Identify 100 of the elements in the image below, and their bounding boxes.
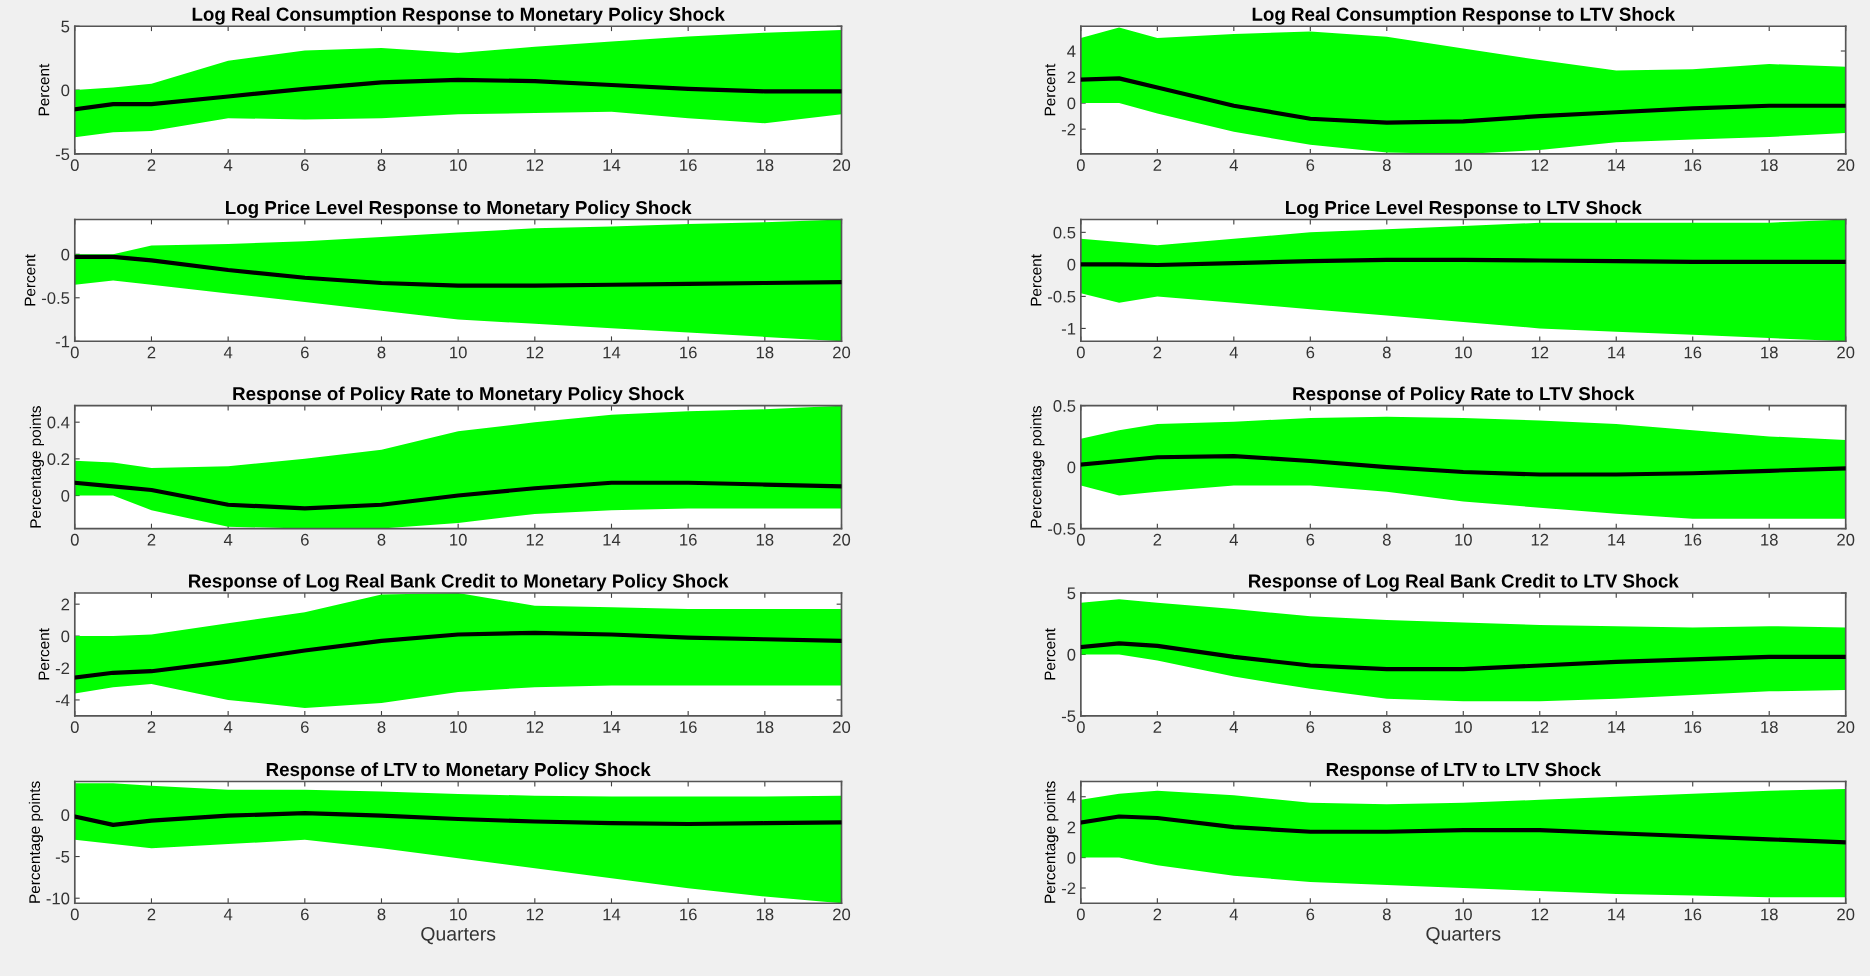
chart-title: Response of LTV to LTV Shock bbox=[1326, 762, 1601, 780]
x-tick-label: 10 bbox=[1455, 159, 1472, 172]
x-tick-label: 4 bbox=[223, 908, 233, 921]
y-tick-label: -0.5 bbox=[1048, 522, 1076, 535]
x-tick-label: 18 bbox=[1761, 346, 1778, 359]
x-tick-label: 2 bbox=[147, 721, 156, 733]
x-tick-label: 4 bbox=[1229, 908, 1238, 921]
x-tick-label: 20 bbox=[1837, 346, 1855, 359]
x-tick-label: 16 bbox=[680, 721, 697, 733]
x-tick-label: 16 bbox=[1684, 533, 1702, 546]
y-axis-title: Percent bbox=[38, 63, 50, 116]
line-series bbox=[74, 630, 842, 680]
y-tick-label: 0 bbox=[1067, 258, 1076, 271]
x-tick-label: 16 bbox=[1684, 346, 1702, 359]
line-series bbox=[74, 811, 842, 827]
y-tick-label: -2 bbox=[1061, 123, 1076, 136]
x-tick-label: 4 bbox=[223, 721, 233, 733]
x-tick-label: 18 bbox=[756, 346, 774, 359]
x-tick-label: 16 bbox=[680, 533, 697, 546]
x-tick-label: 14 bbox=[1608, 534, 1626, 546]
y-tick-label: -0.5 bbox=[1048, 290, 1076, 303]
y-tick-label: 2 bbox=[61, 598, 70, 611]
x-tick-label: 4 bbox=[1229, 534, 1238, 546]
x-tick-label: 2 bbox=[1153, 908, 1162, 921]
x-tick-label: 18 bbox=[1761, 533, 1778, 546]
y-axis-title: Percent bbox=[1030, 254, 1042, 306]
x-tick-label: 2 bbox=[147, 159, 156, 171]
x-tick-label: 10 bbox=[1455, 346, 1472, 359]
x-tick-label: 14 bbox=[603, 159, 621, 171]
x-tick-label: 8 bbox=[377, 533, 386, 546]
line-series bbox=[1080, 641, 1846, 672]
x-tick-label: 10 bbox=[450, 533, 467, 546]
x-tick-label: 12 bbox=[526, 908, 544, 921]
x-tick-label: 2 bbox=[1153, 533, 1162, 546]
x-tick-label: 8 bbox=[377, 346, 386, 359]
x-tick-label: 20 bbox=[833, 346, 851, 359]
x-tick-label: 0 bbox=[70, 721, 79, 733]
x-tick-label: 0 bbox=[70, 346, 79, 359]
x-tick-label: 2 bbox=[1153, 346, 1162, 359]
x-tick-label: 14 bbox=[603, 908, 621, 921]
chart-title: Response of LTV to Monetary Policy Shock bbox=[266, 762, 651, 780]
y-axis-title: Percentage points bbox=[1044, 781, 1059, 903]
y-tick-label: 0 bbox=[1067, 97, 1076, 110]
x-tick-label: 12 bbox=[1531, 533, 1549, 546]
x-tick-label: 0 bbox=[70, 533, 79, 546]
x-tick-label: 20 bbox=[1837, 159, 1855, 172]
x-tick-label: 6 bbox=[301, 908, 309, 921]
y-tick-label: 0 bbox=[61, 489, 70, 502]
x-tick-label: 14 bbox=[1608, 721, 1626, 733]
line-series bbox=[1080, 814, 1846, 845]
x-tick-label: 20 bbox=[1837, 908, 1855, 921]
x-tick-label: 4 bbox=[1229, 346, 1238, 359]
x-axis-title: Quarters bbox=[1426, 926, 1501, 945]
y-axis-title: Percent bbox=[24, 254, 36, 306]
x-tick-label: 8 bbox=[1382, 721, 1391, 733]
x-tick-label: 0 bbox=[1076, 346, 1085, 359]
y-tick-label: 0.5 bbox=[1053, 226, 1076, 239]
line-series bbox=[1080, 76, 1846, 125]
chart-title: Response of Policy Rate to LTV Shock bbox=[1293, 386, 1635, 405]
y-tick-label: 5 bbox=[61, 20, 70, 33]
y-tick-label: -2 bbox=[55, 662, 70, 675]
chart-title: Log Real Consumption Response to LTV Shock bbox=[1252, 7, 1676, 25]
y-tick-label: 0 bbox=[1067, 648, 1076, 661]
x-tick-label: 6 bbox=[301, 721, 309, 733]
line-series bbox=[74, 254, 842, 288]
x-tick-label: 6 bbox=[301, 346, 309, 359]
y-tick-label: -4 bbox=[55, 694, 70, 706]
x-tick-label: 8 bbox=[1382, 159, 1391, 172]
x-tick-label: 12 bbox=[1531, 159, 1549, 171]
y-axis-title: Percentage points bbox=[29, 406, 44, 528]
y-tick-label: -1 bbox=[1061, 323, 1076, 335]
y-tick-label: 4 bbox=[1067, 791, 1076, 803]
x-tick-label: 18 bbox=[756, 721, 774, 733]
x-tick-label: 12 bbox=[526, 159, 544, 171]
chart-title: Response of Policy Rate to Monetary Policy Shock bbox=[233, 386, 685, 405]
y-tick-label: -1 bbox=[55, 335, 70, 348]
x-tick-label: 4 bbox=[223, 534, 233, 546]
y-tick-label: -2 bbox=[1061, 882, 1076, 895]
x-tick-label: 6 bbox=[1306, 346, 1315, 359]
x-tick-label: 10 bbox=[450, 908, 467, 921]
x-tick-label: 20 bbox=[833, 533, 851, 546]
y-tick-label: 0 bbox=[1067, 851, 1076, 864]
y-tick-label: 0.4 bbox=[47, 416, 70, 429]
x-tick-label: 20 bbox=[833, 721, 851, 733]
x-tick-label: 12 bbox=[526, 346, 544, 359]
y-tick-label: 0 bbox=[61, 630, 70, 643]
x-tick-label: 2 bbox=[1153, 721, 1162, 733]
x-tick-label: 12 bbox=[1531, 721, 1549, 733]
x-tick-label: 10 bbox=[450, 159, 467, 172]
line-series bbox=[74, 480, 842, 511]
x-tick-label: 6 bbox=[301, 533, 309, 546]
y-tick-label: 4 bbox=[1067, 45, 1076, 58]
x-tick-label: 2 bbox=[147, 908, 156, 921]
x-tick-label: 14 bbox=[1608, 346, 1626, 359]
x-tick-label: 16 bbox=[1684, 908, 1702, 921]
x-tick-label: 18 bbox=[756, 533, 774, 546]
x-tick-label: 2 bbox=[1153, 159, 1162, 171]
x-tick-label: 16 bbox=[680, 346, 697, 359]
x-tick-label: 4 bbox=[1229, 721, 1238, 733]
x-tick-label: 18 bbox=[1761, 159, 1778, 172]
